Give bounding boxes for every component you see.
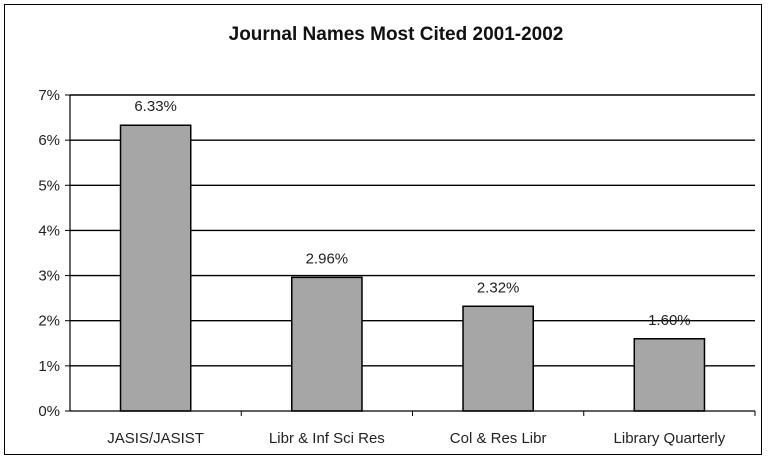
y-tick-label-5: 5% (38, 177, 60, 194)
labels: 0% 1% 2% 3% 4% 5% 6% 7% JASIS/JASIST 6.33% Libr & … (38, 87, 725, 447)
y-tick-label-6: 6% (38, 132, 60, 149)
y-tick-label-1: 1% (38, 358, 60, 375)
bar-1 (291, 276, 363, 412)
y-tick-label-4: 4% (38, 222, 60, 239)
bars (119, 124, 706, 412)
chart-title: Journal Names Most Cited 2001-2002 (229, 24, 564, 45)
x-tick-label-2: Col & Res Libr (450, 430, 547, 447)
axes (65, 94, 756, 416)
data-label-0: 6.33% (134, 98, 177, 115)
y-tick-label-0: 0% (38, 403, 60, 420)
x-tick-label-3: Library Quarterly (614, 430, 726, 447)
data-label-1: 2.96% (306, 250, 349, 267)
bar-0 (119, 124, 192, 412)
y-tick-label-7: 7% (38, 87, 60, 104)
x-tick-label-1: Libr & Inf Sci Res (269, 430, 385, 447)
data-label-3: 1.60% (648, 312, 691, 329)
bar-3 (633, 338, 706, 412)
y-tick-label-3: 3% (38, 268, 60, 285)
data-label-2: 2.32% (477, 279, 520, 296)
y-tick-label-2: 2% (38, 313, 60, 330)
x-tick-label-0: JASIS/JASIST (107, 430, 204, 447)
bar-2 (462, 305, 534, 412)
